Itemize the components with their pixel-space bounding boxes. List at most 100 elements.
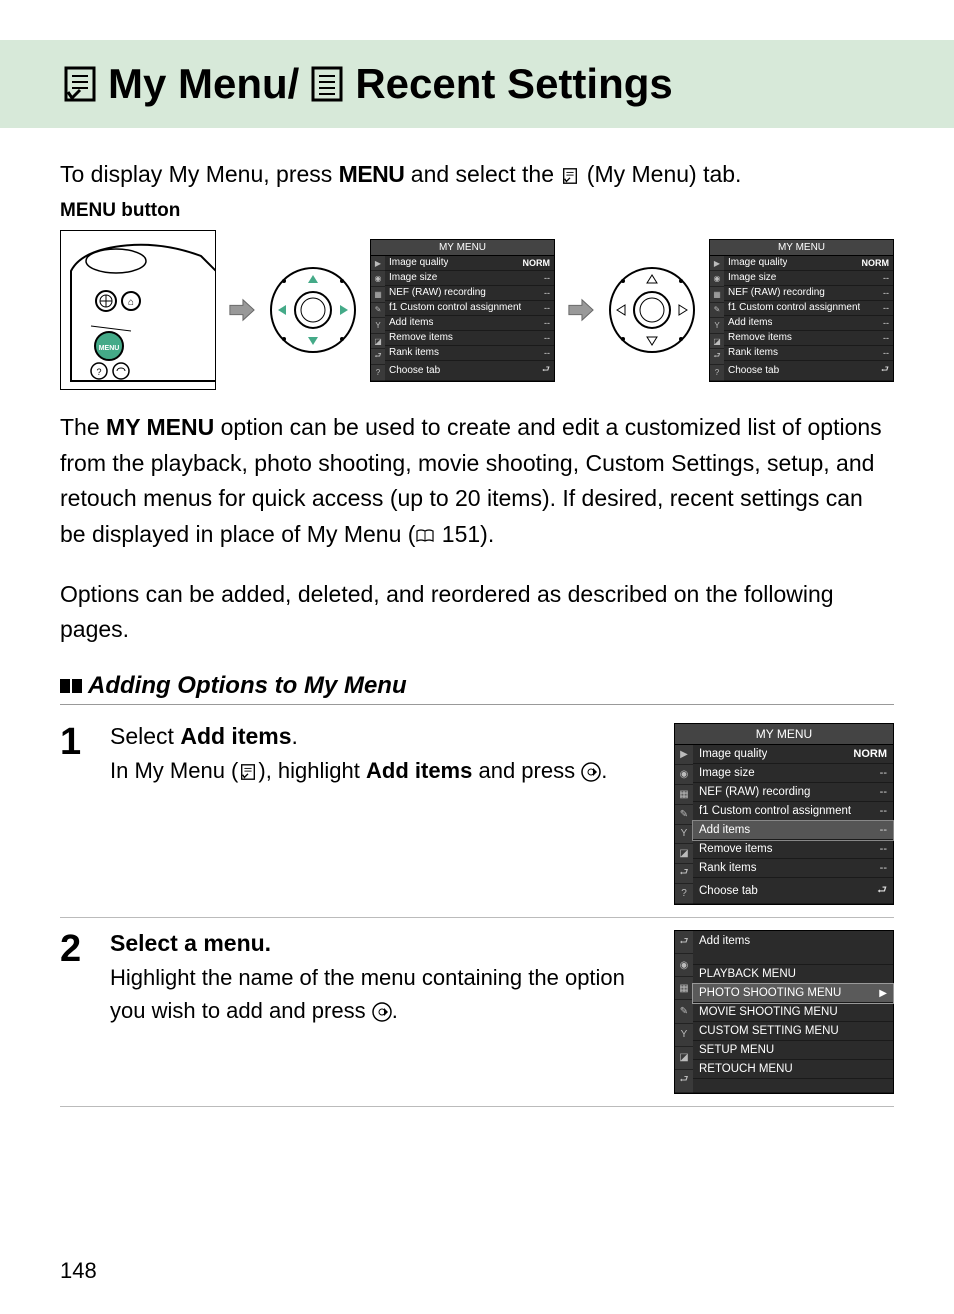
sidebar-tab-icon: ⮐ [371,349,385,365]
menu-row-label: NEF (RAW) recording [728,287,825,298]
menu-row: Image qualityNORM [385,256,554,271]
section-heading-text: Adding Options to My Menu [88,672,407,700]
step-title-text: . [292,723,298,749]
menu-row-value: -- [883,288,889,298]
add-items-header: Add items [693,931,893,951]
menu-row-value: -- [880,862,887,874]
menu-row-label: Image quality [389,257,448,268]
svg-text:?: ? [96,367,101,377]
menu-row-label: Add items [389,317,433,328]
menu-row-label: Rank items [728,347,778,358]
menu-row-value: -- [883,303,889,313]
sidebar-tab-icon: ▦ [675,977,693,1000]
menu-row-value: ⮐ [542,362,550,378]
sidebar-tab-icon: ◉ [710,271,724,287]
right-button-icon [581,762,601,782]
step-desc-text: and press [472,758,581,783]
step-number: 1 [60,723,90,761]
menu-row: Remove items-- [385,331,554,346]
my-menu-inline-icon [238,762,258,782]
menu-row-value: -- [883,348,889,358]
menu-row: PLAYBACK MENU [693,965,893,984]
heading-squares-icon [60,679,82,693]
menu-row-label: SETUP MENU [699,1044,774,1056]
sidebar-tab-icon: ✎ [371,303,385,319]
menu-row: NEF (RAW) recording-- [385,286,554,301]
right-button-icon [372,1002,392,1022]
menu-row: f1 Custom control assignment -- [724,301,893,316]
menu-row-label: MOVIE SHOOTING MENU [699,1006,838,1018]
sidebar-tab-icon: Y [710,318,724,334]
menu-row-value: -- [544,333,550,343]
sidebar-tab-icon: ✎ [675,805,693,825]
sidebar-tab-icon: ⮐ [710,349,724,365]
dpad-illustration-2 [607,265,697,355]
body-paragraph-1: The MY MENU option can be used to create… [60,410,894,553]
menu-row-value: NORM [853,748,887,760]
sidebar-tab-icon: ◪ [371,334,385,350]
menu-screen-header: MY MENU [710,240,893,256]
title-part2: Recent Settings [355,60,672,108]
menu-screen-header: MY MENU [371,240,554,256]
menu-row-label: f1 Custom control assignment [728,302,860,313]
sidebar-tab-icon: ◉ [675,954,693,977]
menu-button-label: MENU button [60,200,894,222]
menu-row: SETUP MENU [693,1041,893,1060]
menu-row-label: Image quality [699,748,767,760]
menu-row-label: RETOUCH MENU [699,1063,793,1075]
menu-row: Add items-- [693,821,893,840]
menu-row: CUSTOM SETTING MENU [693,1022,893,1041]
my-menu-inline-icon [560,166,580,186]
para-bold: MY MENU [106,414,214,440]
menu-word: MENU [60,200,116,221]
sidebar-tab-icon: ◉ [675,765,693,785]
menu-row: Add items-- [724,316,893,331]
book-icon [415,526,435,546]
menu-row: RETOUCH MENU [693,1060,893,1079]
menu-row: Choose tab ⮐ [385,361,554,381]
step-title: Select Add items. [110,723,654,750]
sidebar-tab-icon: ▶ [710,256,724,272]
menu-row: Image quality NORM [693,745,893,764]
menu-row: Rank items -- [724,346,893,361]
intro-menu-word: MENU [339,161,405,187]
menu-row: Remove items-- [724,331,893,346]
sidebar-tab-icon: ▦ [710,287,724,303]
menu-row-label: Add items [728,317,772,328]
menu-row-label: Image size [389,272,437,283]
sidebar-tab-icon: Y [675,825,693,845]
menu-screen-1: MY MENU ▶◉▦✎Y◪⮐? Image qualityNORMImage … [370,239,555,382]
menu-row-label: PHOTO SHOOTING MENU [699,987,841,999]
title-part1: My Menu/ [108,60,299,108]
menu-row: f1 Custom control assignment-- [693,802,893,821]
menu-row: Rank items-- [385,346,554,361]
arrow-icon [567,296,595,324]
intro-tab-label: (My Menu) tab. [580,161,741,187]
menu-row: Choose tab⮐ [693,878,893,904]
menu-row-label: CUSTOM SETTING MENU [699,1025,839,1037]
svg-text:⌂: ⌂ [128,297,134,308]
menu-sidebar: ▶◉▦✎Y◪⮐? [710,256,724,381]
menu-row: Image size-- [385,271,554,286]
menu-row-value: -- [880,767,887,779]
svg-text:MENU: MENU [99,345,120,352]
menu-sidebar: ▶◉▦✎Y◪⮐? [675,745,693,904]
menu-row-label: NEF (RAW) recording [699,786,810,798]
menu-row: MOVIE SHOOTING MENU [693,1003,893,1022]
menu-screen-2: MY MENU ▶◉▦✎Y◪⮐? Image qualityNORMImage … [709,239,894,382]
sidebar-tab-icon: ◉ [371,271,385,287]
menu-row-label: Image size [728,272,776,283]
step-desc-text: In My Menu ( [110,758,238,783]
arrow-icon [228,296,256,324]
step-desc-text: . [392,998,398,1023]
menu-row-value: ⮐ [881,362,889,378]
menu-row: PHOTO SHOOTING MENU▶ [693,984,893,1003]
menu-screen-header: MY MENU [675,724,893,745]
step-title: Select a menu. [110,930,654,957]
sidebar-tab-icon: ? [675,884,693,904]
menu-row-label: Choose tab [389,365,440,376]
sidebar-tab-icon: Y [371,318,385,334]
menu-row-value: -- [544,288,550,298]
step-description: Highlight the name of the menu containin… [110,961,654,1027]
dpad-illustration-1 [268,265,358,355]
